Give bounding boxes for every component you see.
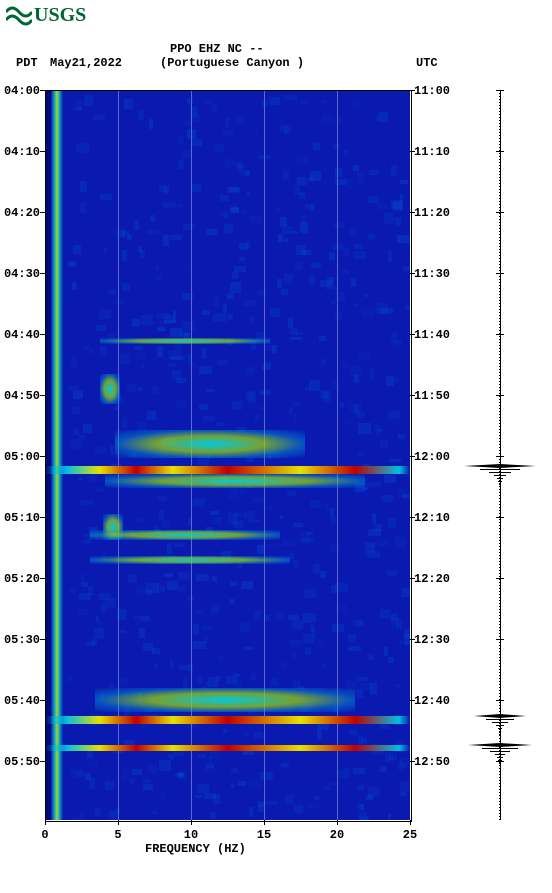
right-time-tick: 12:10: [414, 511, 450, 525]
left-time-tick: 05:30: [0, 633, 40, 647]
left-time-tick: 05:50: [0, 755, 40, 769]
left-time-tick: 04:10: [0, 145, 40, 159]
event-band: [45, 716, 410, 724]
left-time-tick: 05:10: [0, 511, 40, 525]
freq-tick: 10: [176, 828, 206, 842]
freq-tick: 25: [395, 828, 425, 842]
usgs-logo: USGS: [6, 4, 86, 27]
right-time-tick: 12:20: [414, 572, 450, 586]
left-time-tick: 05:20: [0, 572, 40, 586]
x-axis-label: FREQUENCY (HZ): [145, 842, 246, 856]
spectral-feature: [95, 688, 355, 712]
right-time-tick: 12:00: [414, 450, 450, 464]
freq-tick: 20: [322, 828, 352, 842]
right-time-tick: 11:10: [414, 145, 450, 159]
freq-tick: 0: [30, 828, 60, 842]
seismic-event: [464, 464, 536, 468]
seismic-event: [468, 743, 532, 747]
left-time-tick: 04:20: [0, 206, 40, 220]
spectral-feature: [90, 556, 290, 564]
seismogram-strip: [460, 90, 540, 820]
station-title: PPO EHZ NC --: [170, 42, 264, 56]
station-subtitle: (Portuguese Canyon ): [160, 56, 304, 70]
event-band: [45, 745, 410, 751]
right-time-tick: 11:40: [414, 328, 450, 342]
spectral-feature: [115, 430, 305, 458]
spectral-feature: [105, 474, 365, 488]
usgs-logo-text: USGS: [34, 4, 86, 27]
right-time-tick: 11:20: [414, 206, 450, 220]
spectral-feature: [100, 374, 120, 404]
right-time-tick: 11:30: [414, 267, 450, 281]
event-band: [45, 466, 410, 474]
spectral-feature: [100, 338, 270, 344]
left-time-tick: 05:00: [0, 450, 40, 464]
freq-tick: 15: [249, 828, 279, 842]
left-time-tick: 04:50: [0, 389, 40, 403]
right-time-tick: 11:00: [414, 84, 450, 98]
right-time-tick: 12:30: [414, 633, 450, 647]
left-time-tick: 04:40: [0, 328, 40, 342]
left-time-tick: 05:40: [0, 694, 40, 708]
usgs-wave-icon: [6, 6, 32, 26]
timezone-right: UTC: [416, 56, 438, 70]
spectral-feature: [90, 530, 280, 540]
right-time-tick: 12:50: [414, 755, 450, 769]
seismic-event: [474, 714, 526, 718]
freq-tick: 5: [103, 828, 133, 842]
spectrogram-plot: [45, 90, 410, 820]
timezone-left: PDT: [16, 56, 38, 70]
left-time-tick: 04:00: [0, 84, 40, 98]
lowfreq-energy-band: [51, 90, 63, 820]
left-time-tick: 04:30: [0, 267, 40, 281]
right-time-tick: 12:40: [414, 694, 450, 708]
right-time-tick: 11:50: [414, 389, 450, 403]
date-label: May21,2022: [50, 56, 122, 70]
